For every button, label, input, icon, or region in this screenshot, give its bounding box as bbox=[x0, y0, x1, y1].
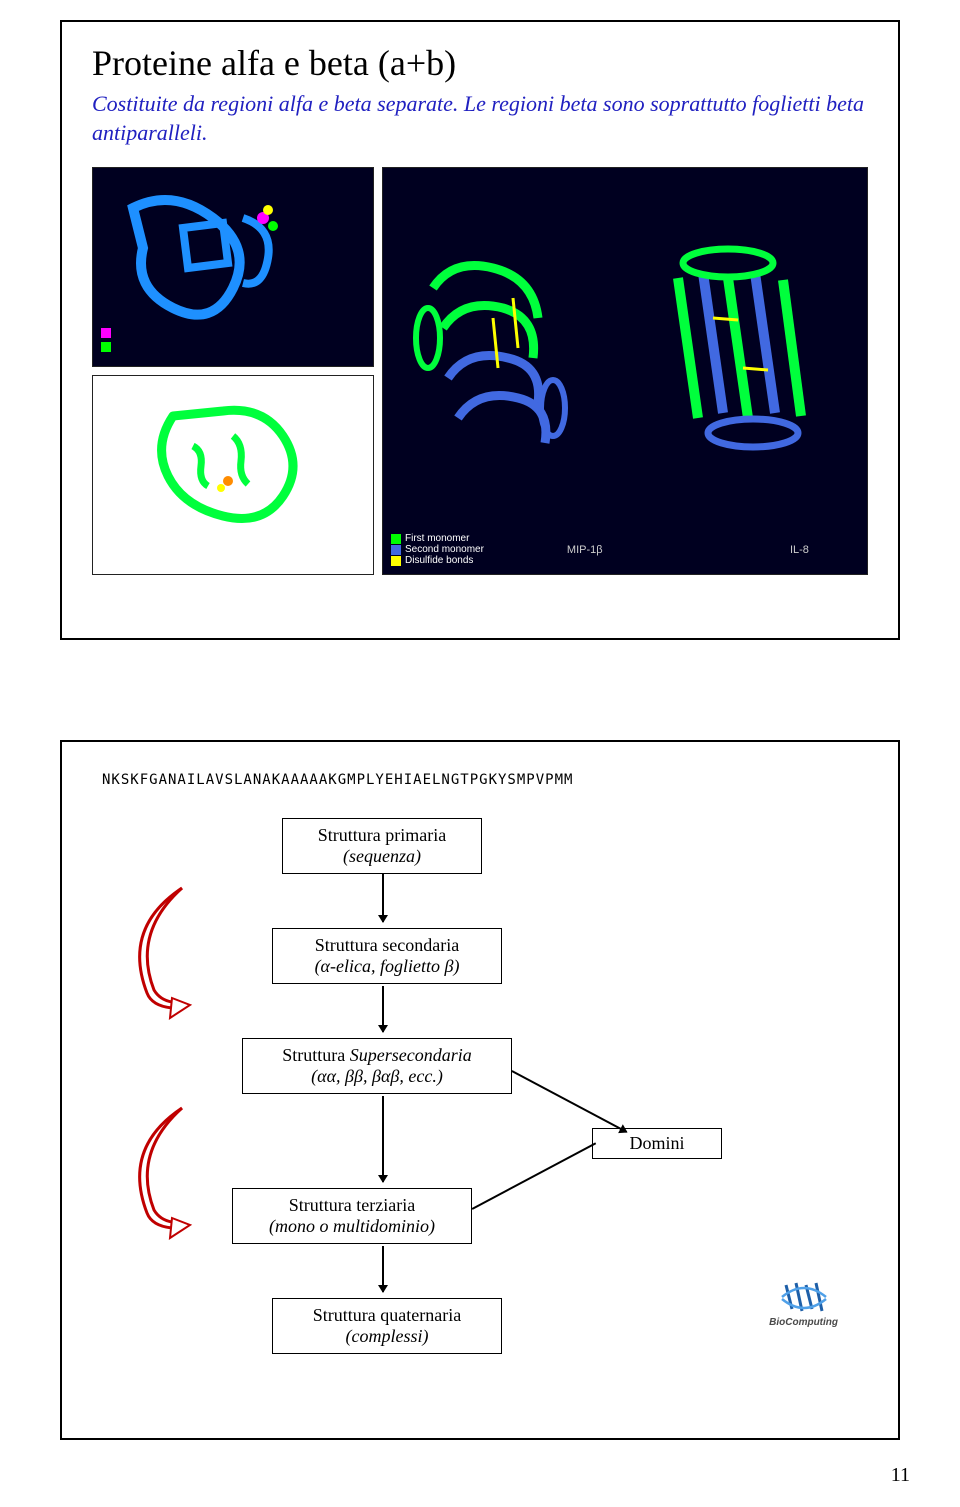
label-mip: MIP-1β bbox=[567, 544, 603, 556]
legend-item-1: First monomer bbox=[391, 533, 484, 544]
protein-structure-2 bbox=[92, 375, 374, 575]
left-image-column bbox=[92, 167, 374, 575]
box-terziaria: Struttura terziaria (mono o multidominio… bbox=[232, 1188, 472, 1244]
box-secondaria: Struttura secondaria (α-elica, foglietto… bbox=[272, 928, 502, 984]
right-image-column: Human MIP-1β and Interleukin 8 Dimers bbox=[382, 167, 868, 575]
secondaria-line2: (α-elica, foglietto β) bbox=[315, 956, 460, 976]
protein-structure-1 bbox=[92, 167, 374, 367]
quaternaria-line2: (complessi) bbox=[346, 1326, 429, 1346]
slide-2: NKSKFGANAILAVSLANAKAAAAAKGMPLYEHIAELNGTP… bbox=[60, 740, 900, 1440]
flowchart: Struttura primaria (sequenza) Struttura … bbox=[92, 808, 868, 1368]
legend-label-2: Second monomer bbox=[405, 544, 484, 555]
amino-acid-sequence: NKSKFGANAILAVSLANAKAAAAAKGMPLYEHIAELNGTP… bbox=[102, 772, 868, 788]
secondaria-line1: Struttura secondaria bbox=[315, 935, 459, 955]
slide1-subtitle: Costituite da regioni alfa e beta separa… bbox=[92, 90, 868, 147]
protein-dimers-panel: Human MIP-1β and Interleukin 8 Dimers bbox=[382, 167, 868, 575]
terziaria-line2: (mono o multidominio) bbox=[269, 1216, 435, 1236]
page-number: 11 bbox=[891, 1464, 910, 1487]
label-il8: IL-8 bbox=[790, 544, 809, 556]
supersec-line1: Struttura Supersecondaria bbox=[282, 1045, 471, 1065]
legend-label-1: First monomer bbox=[405, 533, 469, 544]
arrow-2 bbox=[382, 986, 384, 1032]
line-to-domini-1 bbox=[512, 1070, 627, 1132]
legend-item-2: Second monomer bbox=[391, 544, 484, 555]
slide-1: Proteine alfa e beta (a+b) Costituite da… bbox=[60, 20, 900, 640]
supersec-line2: (αα, ββ, βαβ, ecc.) bbox=[311, 1066, 443, 1086]
box-quaternaria: Struttura quaternaria (complessi) bbox=[272, 1298, 502, 1354]
box-primaria: Struttura primaria (sequenza) bbox=[282, 818, 482, 874]
dimers-legend: First monomer Second monomer Disulfide b… bbox=[391, 533, 484, 566]
curve-arrow-2 bbox=[112, 1098, 232, 1248]
terziaria-line1: Struttura terziaria bbox=[289, 1195, 415, 1215]
curve-arrow-1 bbox=[112, 878, 232, 1028]
protein-images-row: Human MIP-1β and Interleukin 8 Dimers bbox=[92, 167, 868, 575]
arrow-3 bbox=[382, 1096, 384, 1182]
legend-label-3: Disulfide bonds bbox=[405, 555, 473, 566]
box-supersecondaria: Struttura Supersecondaria (αα, ββ, βαβ, … bbox=[242, 1038, 512, 1094]
arrow-1 bbox=[382, 874, 384, 922]
slide1-title: Proteine alfa e beta (a+b) bbox=[92, 42, 868, 84]
line-to-domini-2 bbox=[472, 1142, 596, 1209]
logo-text: BioComputing bbox=[769, 1317, 838, 1328]
arrow-4 bbox=[382, 1246, 384, 1292]
primaria-line2: (sequenza) bbox=[343, 846, 421, 866]
biocomputing-logo: BioComputing bbox=[769, 1277, 838, 1328]
quaternaria-line1: Struttura quaternaria bbox=[313, 1305, 461, 1325]
legend-item-3: Disulfide bonds bbox=[391, 555, 484, 566]
primaria-line1: Struttura primaria bbox=[318, 825, 446, 845]
box-domini: Domini bbox=[592, 1128, 722, 1159]
